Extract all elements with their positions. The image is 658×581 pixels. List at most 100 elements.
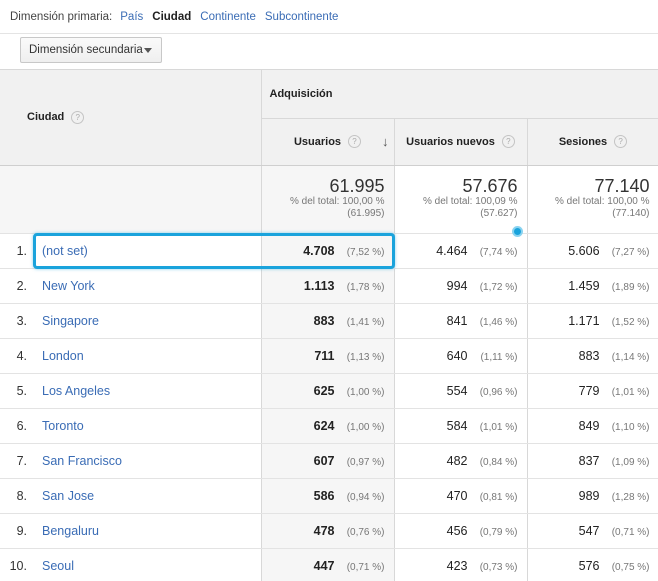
- new-users-cell: 4.464 (7,74 %): [394, 233, 528, 269]
- sessions-percent: (0,71 %): [611, 526, 650, 538]
- users-cell: 625 (1,00 %): [261, 373, 395, 409]
- sessions-value: 1.171: [568, 313, 600, 328]
- city-link[interactable]: Los Angeles: [42, 383, 111, 398]
- users-percent: (0,97 %): [346, 456, 385, 468]
- table-row: 3. Singapore 883 (1,41 %) 841 (1,46 %) 1.171 (1…: [0, 303, 658, 339]
- users-percent: (1,00 %): [346, 386, 385, 398]
- city-link[interactable]: Singapore: [42, 313, 99, 328]
- city-link[interactable]: Bengaluru: [42, 523, 99, 538]
- sessions-value: 837: [578, 453, 600, 468]
- column-header-new-users-label: Usuarios nuevos: [406, 135, 495, 148]
- users-cell: 4.708 (7,52 %): [261, 233, 395, 269]
- row-index: 1.: [16, 243, 27, 258]
- city-cell: 2. New York: [0, 268, 262, 304]
- city-cell: 8. San Jose: [0, 478, 262, 514]
- total-new-users-percent: % del total: 100,09 %: [422, 195, 518, 207]
- sessions-value: 849: [578, 418, 600, 433]
- new-users-percent: (0,81 %): [479, 491, 518, 503]
- report-table: Ciudad? Adquisición Usuarios? ↓ Usuarios…: [0, 70, 658, 581]
- total-users: 61.995 % del total: 100,00 % (61.995): [261, 165, 395, 234]
- sessions-percent: (1,09 %): [611, 456, 650, 468]
- sort-down-arrow-icon[interactable]: ↓: [382, 133, 389, 149]
- question-circle-icon[interactable]: ?: [348, 135, 362, 148]
- users-value: 624: [313, 418, 335, 433]
- users-percent: (7,52 %): [346, 246, 385, 258]
- dimension-option-subcontinent[interactable]: Subcontinente: [264, 10, 339, 23]
- sessions-cell: 547 (0,71 %): [527, 513, 658, 549]
- column-header-sessions[interactable]: Sesiones?: [527, 118, 658, 166]
- dimension-option-country[interactable]: País: [120, 10, 144, 23]
- sessions-value: 883: [578, 348, 600, 363]
- sessions-value: 5.606: [568, 243, 600, 258]
- new-users-percent: (1,11 %): [480, 351, 518, 363]
- users-value: 478: [313, 523, 335, 538]
- users-value: 447: [313, 558, 335, 573]
- caret-down-icon: [144, 48, 152, 53]
- city-link[interactable]: Toronto: [42, 418, 84, 433]
- column-header-new-users[interactable]: Usuarios nuevos?: [394, 118, 528, 166]
- city-link[interactable]: Seoul: [42, 558, 74, 573]
- row-index: 8.: [16, 488, 27, 503]
- dimension-option-continent[interactable]: Continente: [200, 10, 256, 23]
- users-cell: 624 (1,00 %): [261, 408, 395, 444]
- totals-row: 61.995 % del total: 100,00 % (61.995) 57…: [0, 165, 658, 234]
- question-circle-icon[interactable]: ?: [501, 135, 515, 148]
- users-percent: (0,94 %): [346, 491, 385, 503]
- dimension-option-city[interactable]: Ciudad: [152, 10, 192, 23]
- question-circle-icon[interactable]: ?: [71, 110, 85, 124]
- new-users-percent: (1,72 %): [479, 281, 518, 293]
- sessions-value: 989: [578, 488, 600, 503]
- row-index: 6.: [16, 418, 27, 433]
- secondary-dimension-dropdown[interactable]: Dimensión secundaria: [20, 37, 162, 63]
- column-group-acquisition: Adquisición: [261, 70, 658, 119]
- row-index: 2.: [16, 278, 27, 293]
- users-percent: (0,71 %): [346, 561, 385, 573]
- new-users-percent: (7,74 %): [479, 246, 518, 258]
- city-link[interactable]: San Jose: [42, 488, 95, 503]
- city-link[interactable]: (not set): [42, 243, 88, 258]
- new-users-cell: 584 (1,01 %): [394, 408, 528, 444]
- sessions-percent: (1,10 %): [611, 421, 650, 433]
- total-sessions-percent: % del total: 100,00 %: [555, 195, 650, 207]
- sessions-cell: 989 (1,28 %): [527, 478, 658, 514]
- city-cell: 5. Los Angeles: [0, 373, 262, 409]
- new-users-cell: 994 (1,72 %): [394, 268, 528, 304]
- city-link[interactable]: London: [42, 348, 84, 363]
- sessions-value: 1.459: [568, 278, 600, 293]
- table-row: 7. San Francisco 607 (0,97 %) 482 (0,84 %) 837…: [0, 443, 658, 479]
- sessions-percent: (7,27 %): [611, 246, 650, 258]
- new-users-value: 470: [446, 488, 468, 503]
- city-link[interactable]: San Francisco: [42, 453, 122, 468]
- column-header-users[interactable]: Usuarios? ↓: [261, 118, 395, 166]
- table-row: 5. Los Angeles 625 (1,00 %) 554 (0,96 %) 779 (1…: [0, 373, 658, 409]
- total-users-value: 61.995: [329, 175, 385, 196]
- new-users-value: 841: [446, 313, 468, 328]
- total-users-percent: % del total: 100,00 %: [289, 195, 385, 207]
- column-header-sessions-label: Sesiones: [558, 135, 608, 148]
- city-cell: 6. Toronto: [0, 408, 262, 444]
- sessions-cell: 5.606 (7,27 %): [527, 233, 658, 269]
- sessions-percent: (1,89 %): [611, 281, 650, 293]
- sessions-cell: 576 (0,75 %): [527, 548, 658, 581]
- row-index: 7.: [16, 453, 27, 468]
- city-cell: 10. Seoul: [0, 548, 262, 581]
- table-row: 1. (not set) 4.708 (7,52 %) 4.464 (7,74 %) 5.6…: [0, 233, 658, 269]
- column-header-city[interactable]: Ciudad?: [0, 70, 262, 166]
- new-users-value: 584: [446, 418, 468, 433]
- new-users-value: 423: [446, 558, 468, 573]
- secondary-dimension-bar: Dimensión secundaria: [0, 34, 658, 70]
- new-users-cell: 554 (0,96 %): [394, 373, 528, 409]
- city-link[interactable]: New York: [42, 278, 95, 293]
- city-cell: 4. London: [0, 338, 262, 374]
- table-row: 2. New York 1.113 (1,78 %) 994 (1,72 %) 1.459 (…: [0, 268, 658, 304]
- sessions-cell: 1.171 (1,52 %): [527, 303, 658, 339]
- users-cell: 607 (0,97 %): [261, 443, 395, 479]
- new-users-percent: (0,96 %): [479, 386, 518, 398]
- question-circle-icon[interactable]: ?: [614, 135, 628, 148]
- new-users-cell: 423 (0,73 %): [394, 548, 528, 581]
- users-value: 625: [313, 383, 335, 398]
- table-row: 6. Toronto 624 (1,00 %) 584 (1,01 %) 849 (1,10 …: [0, 408, 658, 444]
- column-header-city-label: Ciudad: [27, 110, 65, 123]
- users-value: 586: [313, 488, 335, 503]
- new-users-cell: 470 (0,81 %): [394, 478, 528, 514]
